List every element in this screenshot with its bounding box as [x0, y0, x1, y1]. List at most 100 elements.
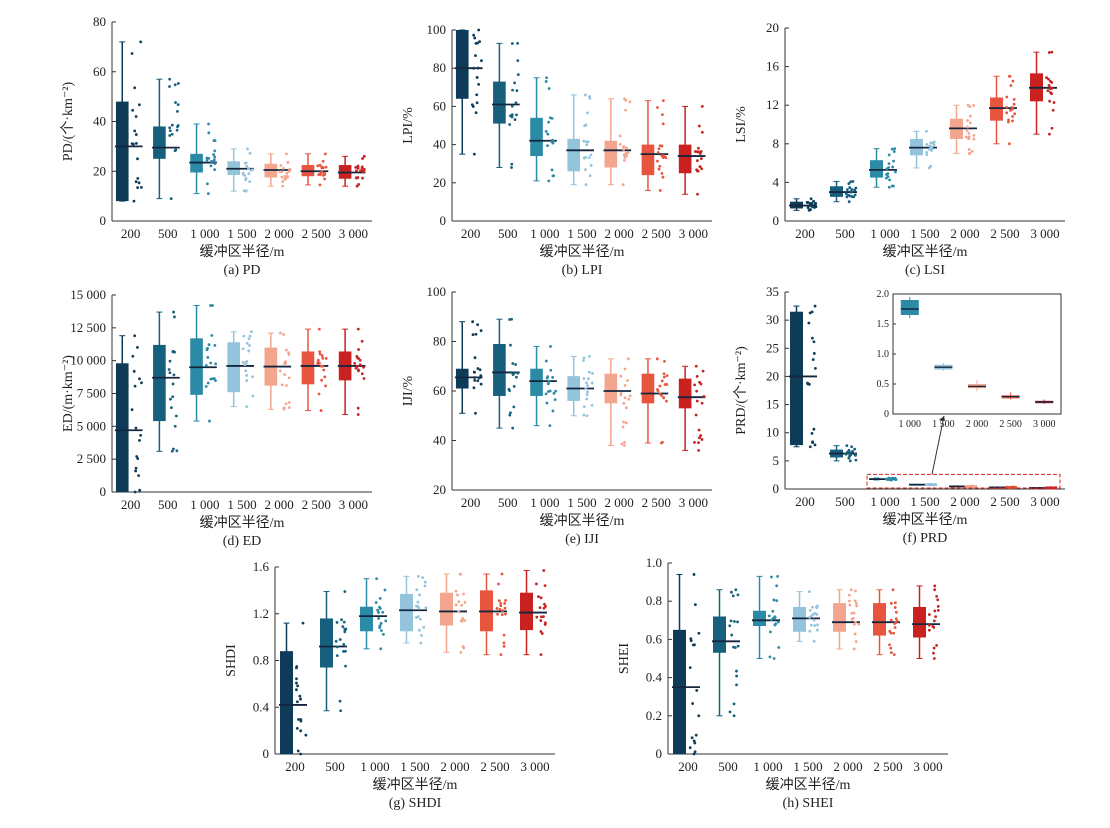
data-point: [661, 122, 665, 126]
data-point: [662, 372, 666, 376]
data-point: [172, 310, 175, 314]
data-point: [321, 356, 325, 360]
data-point: [1007, 142, 1011, 146]
panel-e: 20 40 60 80 100 200 500 1 000 1 500 2 000 2 500 3 0…: [401, 284, 712, 547]
y-tick-label: 20: [766, 368, 779, 383]
data-point: [206, 381, 210, 385]
data-point: [924, 483, 928, 487]
data-point: [544, 621, 547, 625]
x-tick-label: 500: [498, 495, 518, 510]
data-point: [892, 631, 896, 635]
data-point: [887, 166, 891, 169]
data-point: [338, 638, 342, 641]
data-point: [933, 584, 937, 588]
data-point: [697, 449, 701, 452]
data-point: [1005, 106, 1009, 109]
data-point: [1047, 51, 1051, 54]
data-point: [247, 349, 251, 353]
data-point: [136, 346, 139, 349]
data-point: [176, 103, 180, 107]
data-point: [736, 593, 740, 597]
x-tick-label: 200: [121, 497, 141, 512]
y-tick-label: 15: [766, 397, 779, 412]
data-point: [853, 188, 857, 192]
data-point: [320, 378, 323, 382]
data-point: [139, 434, 143, 437]
data-point: [542, 615, 545, 619]
data-point: [174, 414, 178, 418]
data-point: [318, 183, 322, 187]
data-point: [811, 358, 815, 361]
data-point: [965, 128, 969, 132]
zoom-arrow: [931, 415, 945, 475]
data-point: [660, 394, 663, 397]
data-point: [356, 406, 360, 410]
data-point: [543, 584, 547, 587]
panel-c: 0 4 8 12 16 20 200 500 1 000 1 500 2 000 2 500 3 000…: [734, 20, 1065, 278]
data-point: [547, 87, 551, 90]
data-point: [209, 164, 213, 168]
data-point: [204, 385, 208, 388]
data-point: [587, 370, 591, 374]
data-point: [622, 158, 626, 162]
data-point: [590, 381, 594, 385]
data-point: [173, 424, 177, 428]
data-point: [661, 99, 665, 103]
data-point: [736, 644, 740, 648]
data-point: [138, 488, 142, 492]
data-point: [245, 341, 249, 345]
data-point: [416, 615, 420, 618]
data-point: [355, 364, 359, 368]
data-point: [546, 382, 550, 386]
box: [493, 343, 506, 396]
data-point: [381, 632, 385, 636]
inset-y-tick-label: 2.0: [877, 289, 890, 300]
data-point: [299, 719, 303, 723]
data-point: [932, 657, 936, 660]
prd-inset: 0 0.5 1.0 1.5 2.0 1 000 1 500 2 000 2 500 3 000: [877, 289, 1062, 430]
data-point: [623, 384, 627, 387]
data-point: [133, 384, 137, 388]
y-tick-label: 4: [773, 174, 780, 189]
data-point: [475, 93, 479, 97]
data-point: [295, 688, 298, 692]
box: [604, 373, 618, 404]
data-point: [244, 369, 248, 373]
data-point: [691, 643, 695, 647]
data-point: [847, 193, 850, 197]
data-point: [354, 165, 358, 169]
data-point: [767, 614, 771, 618]
data-point: [282, 333, 285, 336]
box: [990, 97, 1003, 121]
data-point: [136, 157, 139, 161]
data-point: [213, 168, 217, 172]
data-point: [1012, 102, 1016, 106]
inset-x-tick-label: 2 000: [966, 419, 989, 430]
data-point: [131, 142, 135, 146]
data-point: [168, 77, 172, 81]
x-tick-label: 500: [498, 226, 518, 241]
data-point: [849, 180, 853, 184]
data-point: [808, 445, 812, 449]
data-point: [241, 171, 245, 175]
data-point: [214, 362, 218, 366]
data-point: [283, 178, 286, 181]
x-tick-label: 3 000: [520, 759, 549, 774]
data-point: [284, 348, 288, 352]
box: [713, 616, 726, 653]
data-point: [132, 199, 136, 203]
panel-a: 0 20 40 60 80 200 500 1 000 1 500 2 000 2 500 3 000…: [60, 14, 372, 278]
data-point: [473, 370, 476, 374]
data-point: [697, 124, 701, 128]
data-point: [343, 630, 347, 634]
data-point: [808, 616, 812, 619]
data-point: [735, 683, 738, 687]
data-point: [889, 602, 893, 605]
data-point: [701, 369, 705, 373]
data-point: [624, 421, 628, 425]
data-point: [299, 752, 303, 756]
data-point: [624, 146, 628, 150]
data-point: [134, 141, 138, 145]
data-point: [176, 109, 179, 113]
data-point: [699, 157, 703, 161]
